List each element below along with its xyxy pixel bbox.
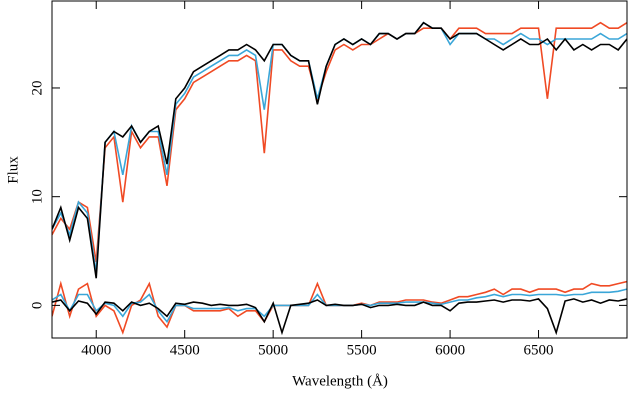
spectrum-line [52, 21, 627, 263]
y-axis-title: Flux [5, 156, 21, 184]
spectrum-line [52, 21, 627, 279]
spectrum-line [52, 21, 627, 273]
x-tick-label: 4500 [170, 342, 200, 358]
x-tick-label: 5500 [347, 342, 377, 358]
x-tick-label: 6500 [524, 342, 554, 358]
x-tick-label: 6000 [435, 342, 465, 358]
plot-frame [51, 0, 628, 339]
spectrum-line [52, 280, 627, 335]
y-tick-label: 10 [29, 189, 45, 204]
x-tick-label: 4000 [81, 342, 111, 358]
x-tick-label: 5000 [258, 342, 288, 358]
x-axis-title: Wavelength (Å) [292, 373, 388, 389]
y-tick-label: 0 [29, 302, 45, 310]
spectrum-line [52, 298, 627, 336]
y-tick-label: 20 [29, 80, 45, 95]
